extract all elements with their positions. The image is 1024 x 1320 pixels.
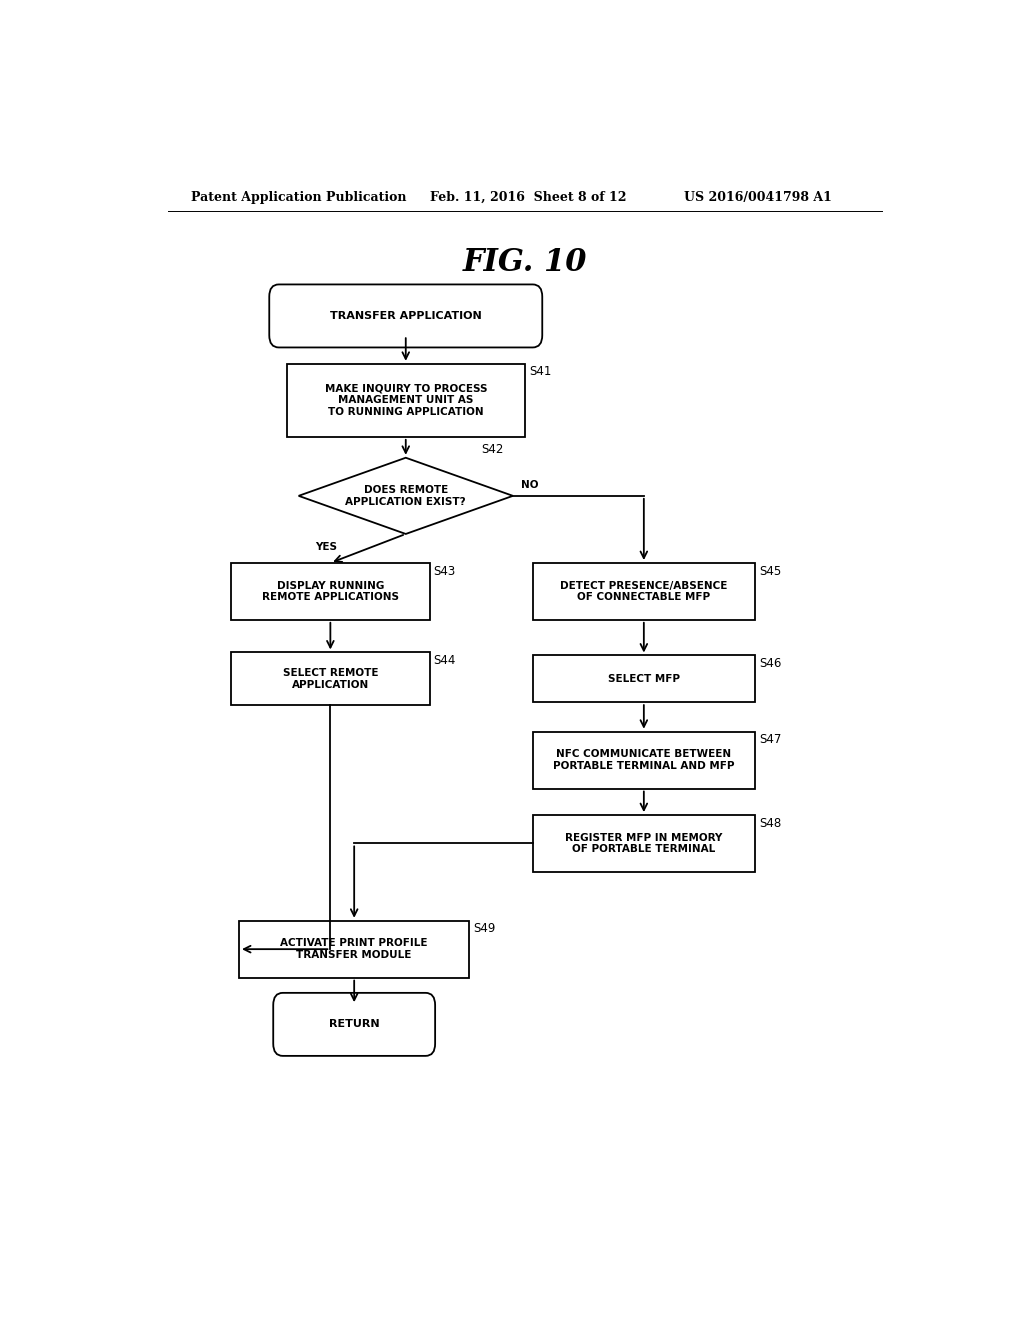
Text: SELECT MFP: SELECT MFP — [608, 673, 680, 684]
Bar — [231, 562, 430, 620]
Text: S49: S49 — [473, 923, 496, 936]
Text: S48: S48 — [759, 817, 781, 830]
Text: S42: S42 — [481, 444, 504, 457]
Text: S43: S43 — [433, 565, 456, 578]
Bar — [532, 731, 755, 788]
Text: SELECT REMOTE
APPLICATION: SELECT REMOTE APPLICATION — [283, 668, 378, 689]
FancyBboxPatch shape — [273, 993, 435, 1056]
Text: REGISTER MFP IN MEMORY
OF PORTABLE TERMINAL: REGISTER MFP IN MEMORY OF PORTABLE TERMI… — [565, 833, 723, 854]
Text: RETURN: RETURN — [329, 1019, 380, 1030]
Bar — [239, 921, 469, 978]
Text: S41: S41 — [528, 366, 551, 379]
Text: S45: S45 — [759, 565, 781, 578]
Text: YES: YES — [315, 543, 337, 552]
Text: Feb. 11, 2016  Sheet 8 of 12: Feb. 11, 2016 Sheet 8 of 12 — [430, 190, 626, 203]
Text: FIG. 10: FIG. 10 — [463, 247, 587, 277]
Text: DETECT PRESENCE/ABSENCE
OF CONNECTABLE MFP: DETECT PRESENCE/ABSENCE OF CONNECTABLE M… — [560, 581, 727, 602]
Bar — [532, 814, 755, 873]
Bar — [532, 656, 755, 702]
Text: MAKE INQUIRY TO PROCESS
MANAGEMENT UNIT AS
TO RUNNING APPLICATION: MAKE INQUIRY TO PROCESS MANAGEMENT UNIT … — [325, 384, 487, 417]
Bar — [287, 364, 525, 437]
Polygon shape — [299, 458, 513, 535]
Text: Patent Application Publication: Patent Application Publication — [191, 190, 407, 203]
Text: NFC COMMUNICATE BETWEEN
PORTABLE TERMINAL AND MFP: NFC COMMUNICATE BETWEEN PORTABLE TERMINA… — [553, 750, 734, 771]
Text: S46: S46 — [759, 657, 781, 671]
Text: S44: S44 — [433, 653, 456, 667]
Text: DOES REMOTE
APPLICATION EXIST?: DOES REMOTE APPLICATION EXIST? — [345, 484, 466, 507]
Bar — [231, 652, 430, 705]
Bar — [532, 562, 755, 620]
Text: S47: S47 — [759, 734, 781, 746]
Text: US 2016/0041798 A1: US 2016/0041798 A1 — [684, 190, 831, 203]
FancyBboxPatch shape — [269, 284, 543, 347]
Text: TRANSFER APPLICATION: TRANSFER APPLICATION — [330, 312, 481, 321]
Text: ACTIVATE PRINT PROFILE
TRANSFER MODULE: ACTIVATE PRINT PROFILE TRANSFER MODULE — [281, 939, 428, 960]
Text: NO: NO — [521, 479, 539, 490]
Text: DISPLAY RUNNING
REMOTE APPLICATIONS: DISPLAY RUNNING REMOTE APPLICATIONS — [262, 581, 399, 602]
